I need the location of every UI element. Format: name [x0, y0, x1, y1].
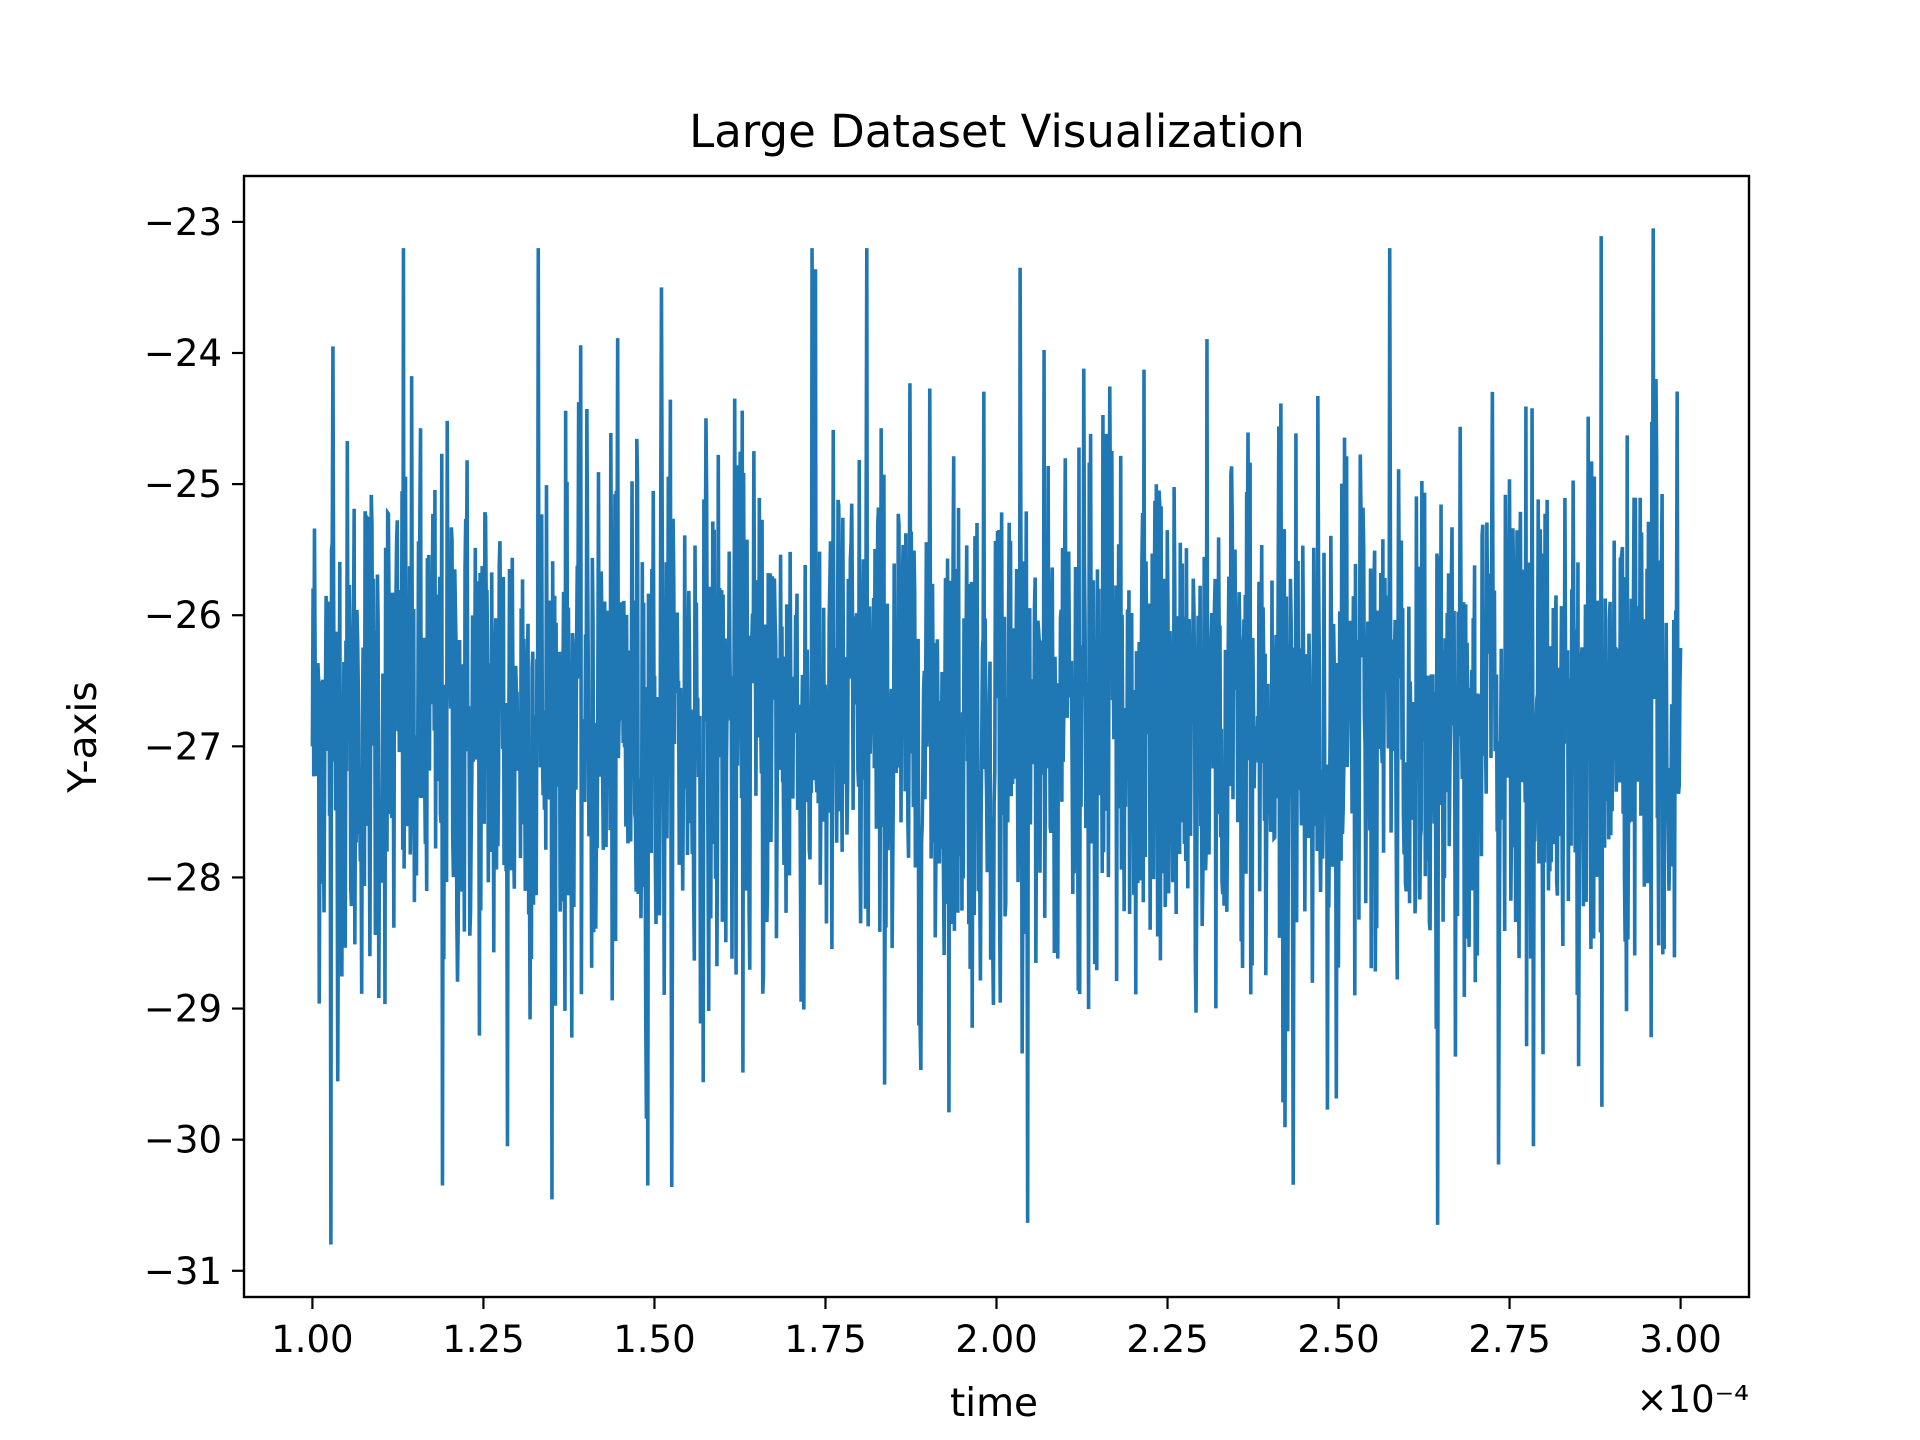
x-tick-label: 1.00	[271, 1318, 353, 1361]
x-tick-label: 2.00	[955, 1318, 1037, 1361]
x-axis-label: time	[950, 1381, 1038, 1426]
x-tick-label: 1.25	[442, 1318, 524, 1361]
y-tick-label: −30	[144, 1119, 222, 1162]
y-tick-label: −24	[144, 332, 222, 375]
y-tick-label: −28	[144, 856, 222, 899]
x-tick-label: 3.00	[1639, 1318, 1721, 1361]
y-axis: −23 −24 −25 −26 −27 −28 −29 −30 −31	[144, 201, 244, 1293]
y-tick-label: −27	[144, 725, 222, 768]
x-axis-offset-label: ×10⁻⁴	[1637, 1378, 1749, 1421]
x-tick-label: 2.75	[1468, 1318, 1550, 1361]
x-tick-label: 1.50	[613, 1318, 695, 1361]
y-tick-label: −29	[144, 988, 222, 1031]
y-tick-label: −26	[144, 594, 222, 637]
x-tick-label: 2.25	[1126, 1318, 1208, 1361]
x-tick-label: 2.50	[1297, 1318, 1379, 1361]
x-axis: 1.00 1.25 1.50 1.75 2.00 2.25 2.50 2.75 3.00	[271, 1297, 1722, 1361]
y-tick-label: −31	[144, 1250, 222, 1293]
chart-title: Large Dataset Visualization	[689, 105, 1305, 158]
series-line	[310, 228, 1683, 1245]
y-axis-label: Y-axis	[61, 681, 106, 793]
series-layer	[310, 228, 1683, 1245]
x-tick-label: 1.75	[784, 1318, 866, 1361]
y-tick-label: −25	[144, 463, 222, 506]
y-tick-label: −23	[144, 201, 222, 244]
